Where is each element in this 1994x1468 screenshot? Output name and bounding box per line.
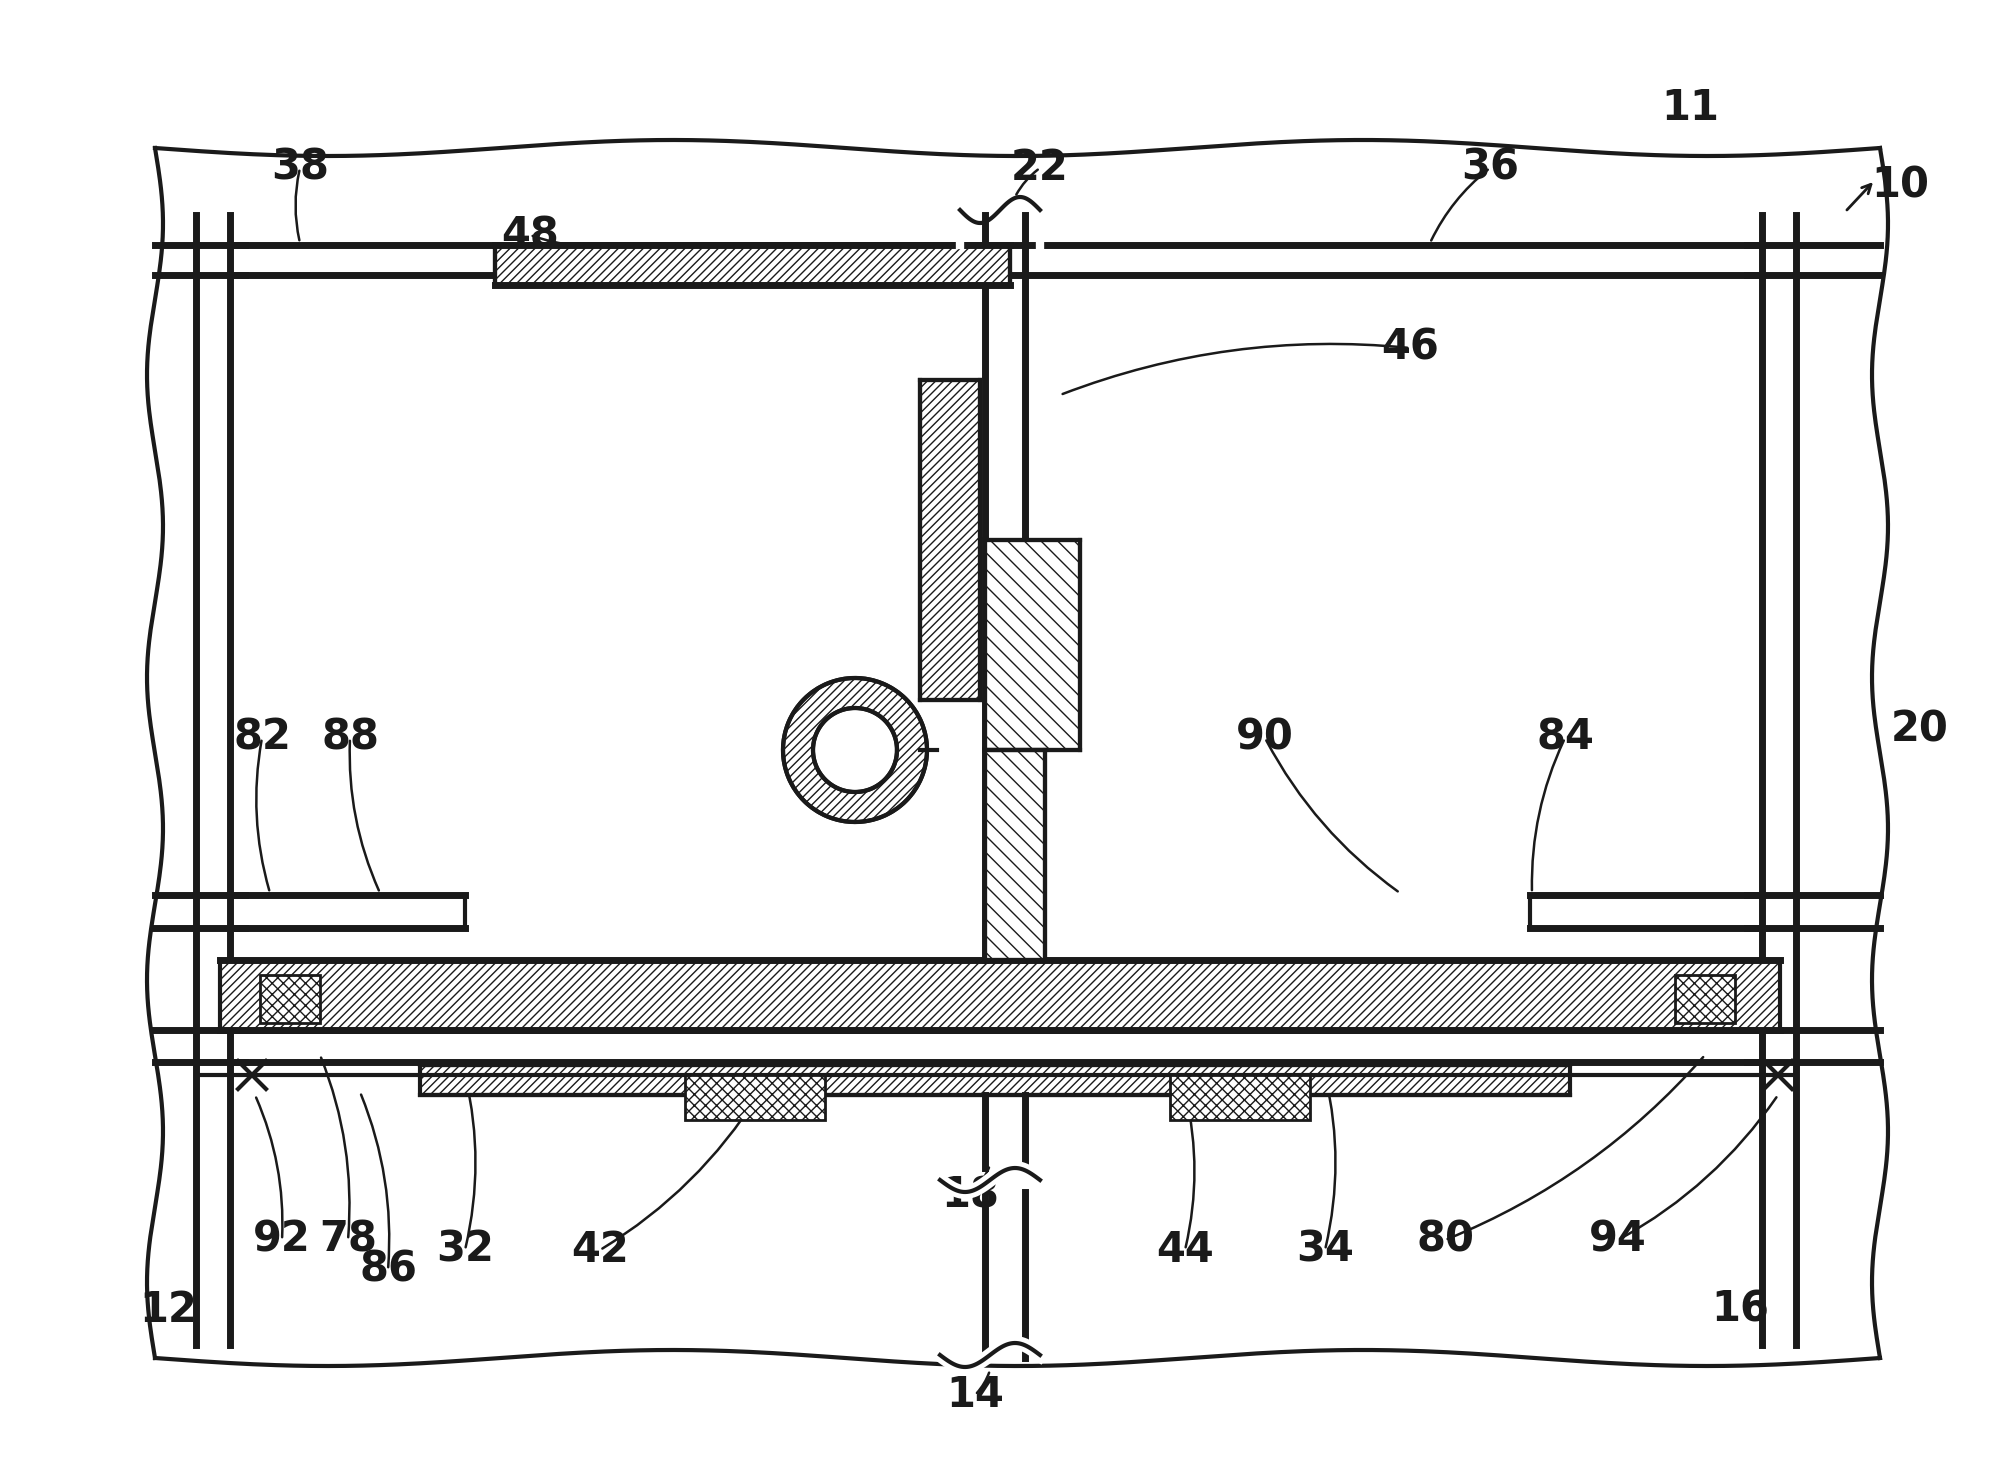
Bar (919, 380, 979, 700)
Bar (686, 1075, 826, 1120)
Text: 88: 88 (321, 716, 379, 759)
Text: 16: 16 (1711, 1289, 1769, 1331)
Bar (1170, 1075, 1310, 1120)
Bar (985, 750, 1045, 960)
Text: 32: 32 (437, 1229, 495, 1271)
Text: 48: 48 (500, 214, 558, 255)
Text: 80: 80 (1416, 1218, 1474, 1261)
Text: 10: 10 (1870, 164, 1928, 206)
Text: 11: 11 (1661, 87, 1719, 129)
Text: 20: 20 (1890, 709, 1948, 752)
Text: 34: 34 (1296, 1229, 1354, 1271)
Text: 18: 18 (941, 1174, 999, 1216)
Text: 22: 22 (1011, 147, 1069, 189)
Bar (495, 245, 1011, 285)
Text: 42: 42 (570, 1229, 628, 1271)
Text: 94: 94 (1589, 1218, 1647, 1261)
Text: 14: 14 (945, 1374, 1003, 1417)
Bar (421, 1064, 1569, 1095)
Text: 44: 44 (1157, 1229, 1214, 1271)
Text: 46: 46 (1382, 327, 1440, 368)
Text: 38: 38 (271, 147, 329, 189)
Bar (985, 540, 1081, 750)
Text: 36: 36 (1462, 147, 1519, 189)
Bar (1675, 975, 1735, 1023)
Text: 78: 78 (319, 1218, 377, 1261)
Text: 92: 92 (253, 1218, 311, 1261)
Text: 82: 82 (233, 716, 291, 759)
Text: 90: 90 (1236, 716, 1294, 759)
Bar (219, 960, 1781, 1031)
Text: 86: 86 (359, 1249, 417, 1290)
Text: 84: 84 (1535, 716, 1593, 759)
Text: 12: 12 (140, 1289, 197, 1331)
Bar (259, 975, 319, 1023)
